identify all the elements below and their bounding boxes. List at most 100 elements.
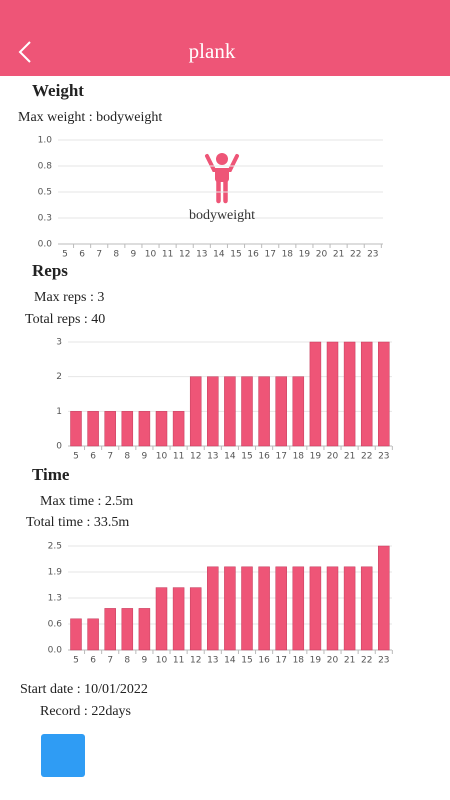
bar	[326, 566, 339, 651]
x-tick-label: 22	[350, 250, 361, 260]
x-tick-label: 11	[173, 656, 184, 666]
bar	[275, 566, 287, 651]
bar	[224, 376, 236, 447]
x-tick-label: 17	[275, 452, 286, 462]
bar	[275, 376, 287, 447]
bar	[87, 618, 99, 651]
section-heading: Time	[32, 465, 70, 484]
x-tick-label: 22	[361, 656, 372, 666]
x-tick-label: 20	[327, 452, 339, 462]
bar	[70, 618, 82, 651]
total-time: Total time : 33.5m	[26, 515, 129, 530]
x-tick-label: 14	[213, 250, 225, 260]
x-tick-label: 22	[361, 452, 372, 462]
bar	[207, 376, 219, 447]
back-button[interactable]	[18, 41, 31, 63]
person-icon	[205, 153, 239, 204]
x-tick-label: 23	[367, 250, 378, 260]
x-tick-label: 19	[310, 656, 322, 666]
x-tick-label: 21	[333, 250, 344, 260]
max-weight: Max weight : bodyweight	[18, 110, 162, 125]
x-tick-label: 8	[113, 250, 119, 260]
y-tick-label: 3	[56, 338, 62, 348]
y-tick-label: 1.9	[48, 568, 63, 578]
x-tick-label: 19	[299, 250, 311, 260]
x-tick-label: 5	[73, 452, 79, 462]
x-tick-label: 17	[264, 250, 275, 260]
x-tick-label: 16	[247, 250, 259, 260]
y-tick-label: 0.0	[38, 240, 53, 250]
x-tick-label: 21	[344, 452, 355, 462]
header-bar	[0, 0, 450, 76]
x-tick-label: 20	[327, 656, 339, 666]
x-tick-label: 11	[162, 250, 173, 260]
x-tick-label: 17	[275, 656, 286, 666]
x-tick-label: 6	[79, 250, 85, 260]
bar	[138, 608, 151, 651]
bar	[292, 566, 305, 651]
bar	[138, 411, 151, 447]
x-tick-label: 23	[378, 656, 389, 666]
x-tick-label: 15	[241, 452, 252, 462]
y-tick-label: 0.6	[48, 620, 63, 630]
bar	[155, 411, 168, 447]
y-tick-label: 0.8	[38, 162, 53, 172]
x-tick-label: 10	[145, 250, 157, 260]
x-tick-label: 13	[196, 250, 207, 260]
bar	[172, 587, 185, 651]
x-tick-label: 18	[293, 452, 305, 462]
bar	[258, 566, 270, 651]
x-tick-label: 9	[131, 250, 137, 260]
y-tick-label: 0.3	[38, 214, 52, 224]
bar	[378, 341, 390, 447]
x-tick-label: 13	[207, 452, 218, 462]
bar	[343, 341, 356, 447]
bar	[360, 566, 373, 651]
y-tick-label: 1.3	[48, 594, 62, 604]
bar	[309, 341, 322, 447]
x-tick-label: 18	[293, 656, 305, 666]
x-tick-label: 23	[378, 452, 389, 462]
x-tick-label: 5	[73, 656, 79, 666]
x-tick-label: 7	[107, 452, 113, 462]
bar	[241, 566, 253, 651]
bar	[87, 411, 99, 447]
x-tick-label: 15	[241, 656, 252, 666]
x-tick-label: 12	[179, 250, 190, 260]
action-button[interactable]	[41, 734, 85, 777]
max-reps: Max reps : 3	[34, 290, 104, 305]
bar	[121, 608, 134, 651]
y-tick-label: 0.5	[38, 188, 52, 198]
x-tick-label: 9	[142, 452, 148, 462]
x-tick-label: 6	[90, 452, 96, 462]
x-tick-label: 12	[190, 452, 201, 462]
x-tick-label: 9	[142, 656, 148, 666]
x-tick-label: 14	[224, 656, 236, 666]
y-tick-label: 0.0	[48, 646, 63, 656]
bar	[189, 376, 202, 447]
x-tick-label: 11	[173, 452, 184, 462]
bar	[258, 376, 270, 447]
section-heading: Weight	[32, 81, 84, 100]
x-tick-label: 5	[62, 250, 68, 260]
start-date: Start date : 10/01/2022	[20, 682, 148, 697]
x-tick-label: 19	[310, 452, 322, 462]
bar	[104, 411, 116, 447]
bar	[378, 545, 390, 651]
x-tick-label: 16	[258, 656, 270, 666]
bar	[104, 608, 116, 651]
bar	[326, 341, 339, 447]
x-tick-label: 10	[156, 452, 168, 462]
y-tick-label: 0	[56, 442, 62, 452]
bar	[224, 566, 236, 651]
bar	[172, 411, 185, 447]
x-tick-label: 18	[282, 250, 294, 260]
x-tick-label: 7	[96, 250, 102, 260]
x-tick-label: 6	[90, 656, 96, 666]
y-tick-label: 1.0	[38, 136, 53, 146]
x-tick-label: 20	[316, 250, 328, 260]
bar	[292, 376, 305, 447]
x-tick-label: 10	[156, 656, 168, 666]
x-tick-label: 13	[207, 656, 218, 666]
